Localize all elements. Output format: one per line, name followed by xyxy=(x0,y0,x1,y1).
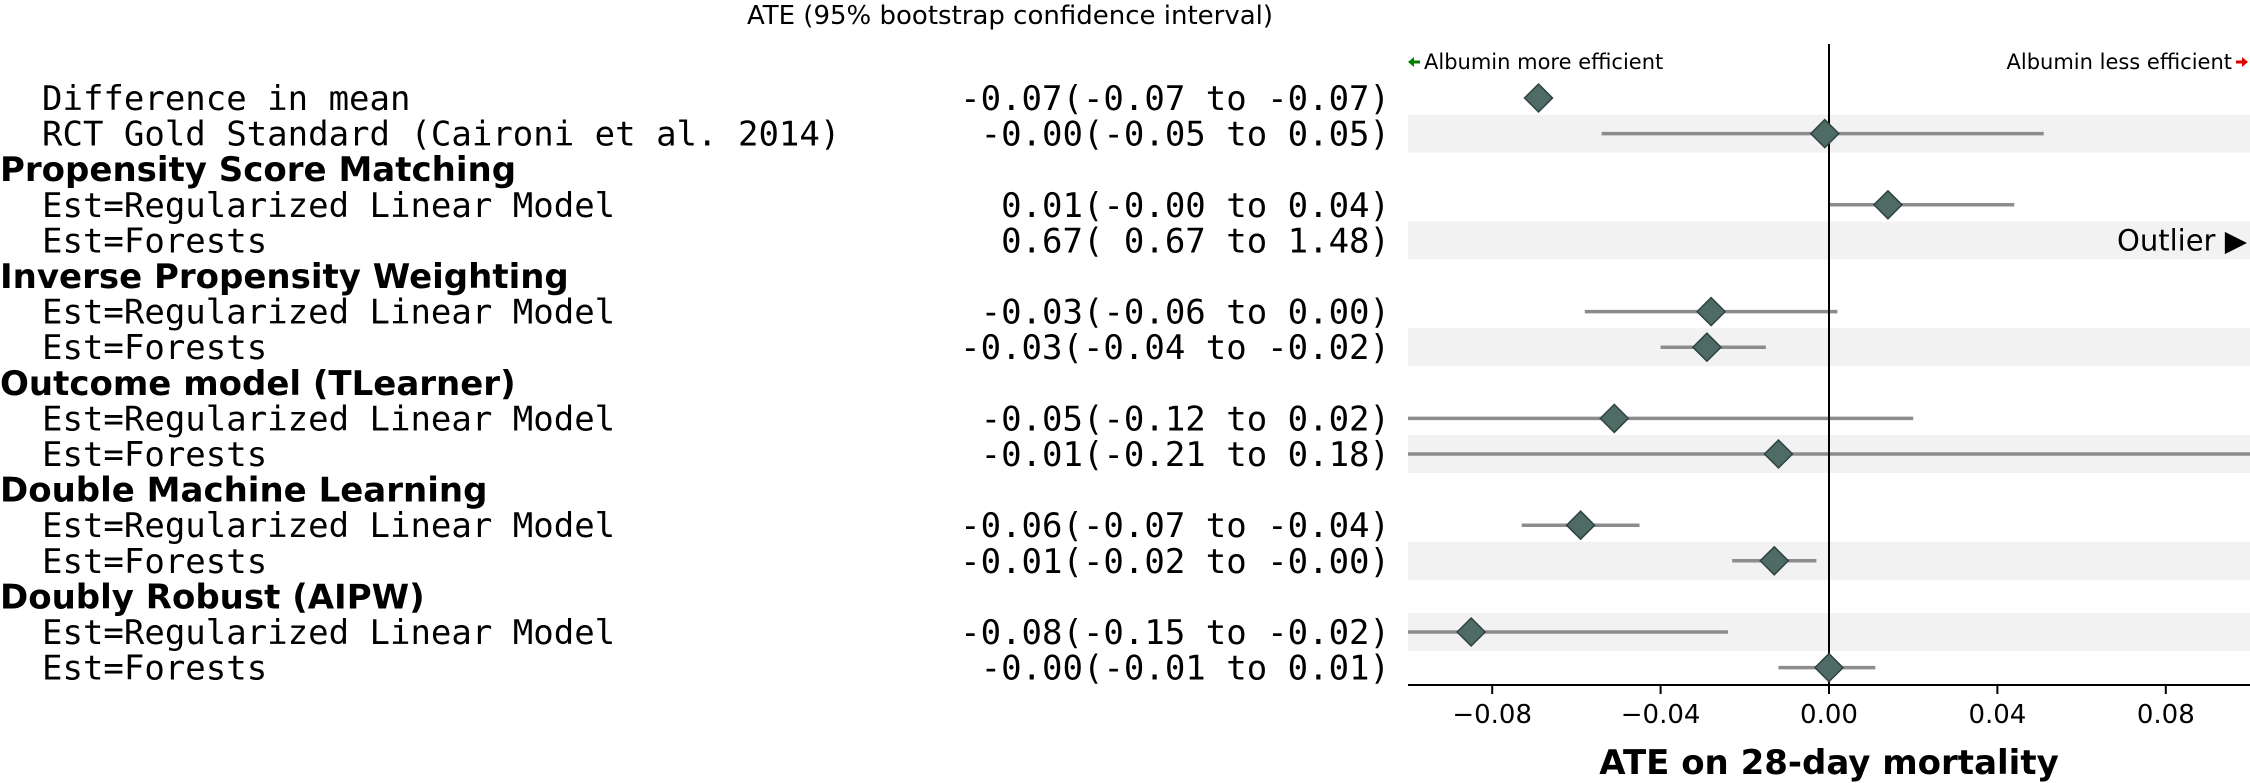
direction-left-label: Albumin more efficient xyxy=(1424,50,1663,74)
ci-value-text: 0.01(-0.00 to 0.04) xyxy=(1001,186,1390,226)
outlier-note: Outlier ▶ xyxy=(2117,223,2248,257)
x-tick-label: 0.00 xyxy=(1800,700,1858,730)
point-estimate xyxy=(1809,118,1840,149)
x-tick-label: −0.04 xyxy=(1621,700,1701,730)
ci-value-text: -0.06(-0.07 to -0.04) xyxy=(960,506,1390,546)
point-estimate xyxy=(1872,189,1904,220)
x-axis: −0.08 −0.04 0.00 0.04 0.08 xyxy=(1408,684,2250,730)
direction-right: Albumin less efficient xyxy=(2007,50,2248,74)
row-label: Est=Regularized Linear Model xyxy=(42,186,615,226)
direction-right-label: Albumin less efficient xyxy=(2007,50,2233,74)
row-label: Est=Forests xyxy=(42,542,267,582)
group-label: Doubly Robust (AIPW) xyxy=(0,577,425,617)
group-label: Inverse Propensity Weighting xyxy=(0,257,569,297)
group-label: Outcome model (TLearner) xyxy=(0,364,516,404)
x-tick-label: −0.08 xyxy=(1452,700,1532,730)
row-label: Est=Regularized Linear Model xyxy=(42,506,615,546)
row-label: Est=Regularized Linear Model xyxy=(42,293,615,333)
ci-value-text: -0.03(-0.04 to -0.02) xyxy=(960,328,1390,368)
point-estimate xyxy=(1599,403,1630,434)
table-header: ATE (95% bootstrap confidence interval) xyxy=(747,1,1273,31)
row-label: Difference in mean xyxy=(42,79,410,119)
ci-value-text: -0.07(-0.07 to -0.07) xyxy=(960,79,1390,119)
ci-value-text: 0.67( 0.67 to 1.48) xyxy=(1001,221,1390,261)
value-column: -0.07(-0.07 to -0.07)-0.00(-0.05 to 0.05… xyxy=(960,79,1390,689)
group-label: Double Machine Learning xyxy=(0,471,487,511)
point-estimate xyxy=(1456,616,1487,648)
point-estimate xyxy=(1813,652,1845,683)
point-estimate xyxy=(1759,545,1790,576)
group-label: Propensity Score Matching xyxy=(0,150,516,190)
ci-value-text: -0.00(-0.01 to 0.01) xyxy=(981,649,1390,689)
row-label: Est=Forests xyxy=(42,435,267,475)
x-axis-title: ATE on 28-day mortality xyxy=(1599,743,2058,783)
ci-value-text: -0.00(-0.05 to 0.05) xyxy=(981,115,1390,155)
row-label: RCT Gold Standard (Caironi et al. 2014) xyxy=(42,115,840,155)
row-label: Est=Forests xyxy=(42,328,267,368)
row-label: Est=Forests xyxy=(42,649,267,689)
point-estimate xyxy=(1691,332,1722,363)
x-tick-label: 0.08 xyxy=(2137,700,2195,730)
point-estimate xyxy=(1696,296,1727,327)
ci-value-text: -0.05(-0.12 to 0.02) xyxy=(981,399,1390,439)
point-estimate xyxy=(1523,82,1554,114)
ci-value-text: -0.01(-0.21 to 0.18) xyxy=(981,435,1390,475)
x-tick-label: 0.04 xyxy=(1968,700,2026,730)
point-estimate xyxy=(1565,510,1596,541)
row-label: Est=Forests xyxy=(42,221,267,261)
left-arrow-icon xyxy=(1408,57,1420,67)
row-label: Est=Regularized Linear Model xyxy=(42,399,615,439)
point-estimate xyxy=(1763,438,1794,470)
right-arrow-icon xyxy=(2236,57,2248,67)
ci-value-text: -0.03(-0.06 to 0.00) xyxy=(981,293,1390,333)
row-label: Est=Regularized Linear Model xyxy=(42,613,615,653)
ci-value-text: -0.01(-0.02 to -0.00) xyxy=(960,542,1390,582)
ci-value-text: -0.08(-0.15 to -0.02) xyxy=(960,613,1390,653)
direction-left: Albumin more efficient xyxy=(1408,50,1663,74)
point-estimates xyxy=(1456,82,1904,683)
